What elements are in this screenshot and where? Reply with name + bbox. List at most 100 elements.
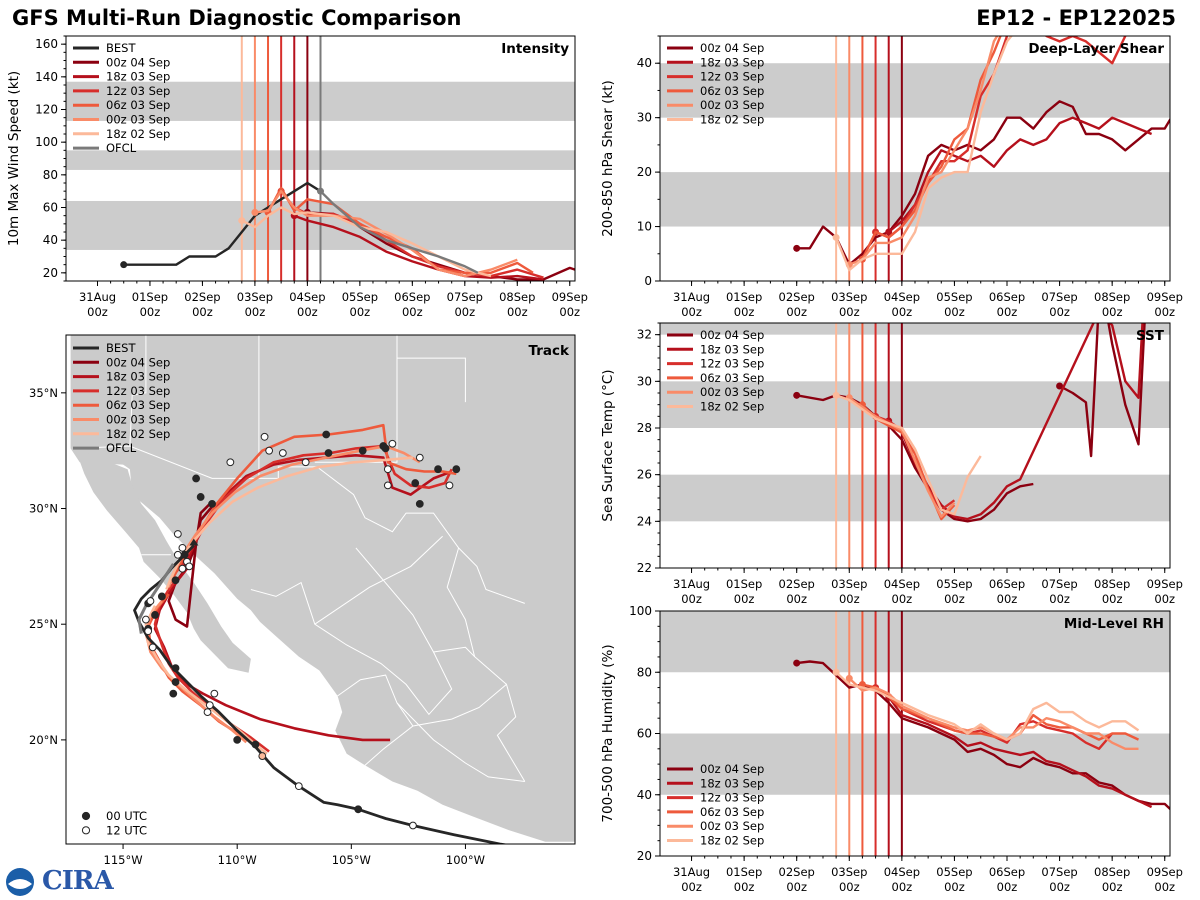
- threshold-band: [660, 172, 1170, 227]
- x-tick-label-date: 02Sep: [779, 290, 815, 304]
- series-start-marker: [317, 187, 324, 195]
- y-tick-label: 22: [637, 561, 652, 575]
- legend-label: 00z 03 Sep: [700, 819, 764, 833]
- legend-label: 18z 02 Sep: [700, 400, 764, 414]
- track-marker: [358, 446, 367, 455]
- track-marker: [185, 562, 194, 571]
- cira-logo: CIRA: [42, 866, 114, 896]
- y-tick-label: 20: [637, 165, 652, 179]
- legend-label: 06z 03 Sep: [700, 805, 764, 819]
- track-marker: [151, 611, 159, 619]
- x-tick-label-hour: 00z: [839, 592, 860, 606]
- y-tick-label: 30: [637, 111, 652, 125]
- x-tick-label-hour: 00z: [192, 305, 213, 319]
- x-tick-label-hour: 00z: [944, 305, 965, 319]
- y-tick-label: 28: [637, 421, 652, 435]
- x-tick-label-date: 04Sep: [289, 290, 325, 304]
- legend-label: 18z 02 Sep: [106, 127, 170, 141]
- legend-label: 00z 04 Sep: [700, 41, 764, 55]
- series-line: [266, 186, 534, 274]
- y-tick-label: 30: [637, 374, 652, 388]
- y-tick-label: 120: [35, 103, 58, 117]
- track-marker: [203, 708, 212, 717]
- y-tick-label: 60: [43, 201, 58, 215]
- x-tick-label-hour: 00z: [350, 305, 371, 319]
- track-marker: [196, 493, 205, 501]
- x-tick-label-hour: 00z: [1049, 880, 1070, 894]
- plot-area: [660, 323, 1170, 568]
- legend-label: 18z 03 Sep: [106, 370, 170, 384]
- series-line: [796, 100, 1170, 266]
- x-tick-label-hour: 00z: [1049, 305, 1070, 319]
- track-marker: [294, 782, 303, 791]
- track-marker: [205, 701, 214, 710]
- y-tick-label: 100: [35, 135, 58, 149]
- track-marker: [180, 550, 189, 559]
- x-tick-label-hour: 00z: [1154, 592, 1175, 606]
- political-border: [129, 335, 147, 447]
- series-start-marker: [832, 391, 840, 399]
- rh-panel: 2040608010031Aug00z01Sep00z02Sep00z03Sep…: [600, 604, 1183, 894]
- noaa-logo: [6, 868, 34, 896]
- track-marker: [171, 678, 180, 686]
- political-border: [250, 547, 453, 716]
- marker-legend-label: 12 UTC: [106, 823, 147, 837]
- y-axis-label: Sea Surface Temp (°C): [600, 369, 616, 521]
- track-marker: [260, 432, 269, 441]
- x-tick-label-hour: 00z: [681, 592, 702, 606]
- x-tick-label-date: 08Sep: [1094, 290, 1130, 304]
- x-tick-label-hour: 00z: [140, 305, 161, 319]
- y-tick-label: 80: [43, 168, 58, 182]
- legend-label: 00z 04 Sep: [700, 762, 764, 776]
- series-start-marker: [832, 233, 840, 241]
- x-tick-label-hour: 00z: [87, 305, 108, 319]
- land-mainland: [70, 335, 575, 842]
- x-tick-label: 100°W: [446, 853, 485, 867]
- x-tick-label-date: 08Sep: [1094, 865, 1130, 879]
- legend-label: 18z 03 Sep: [700, 342, 764, 356]
- track-marker: [388, 439, 397, 448]
- series-line: [848, 36, 999, 266]
- legend-label: 18z 02 Sep: [106, 427, 170, 441]
- x-tick-label-date: 02Sep: [184, 290, 220, 304]
- legend-label: 00z 03 Sep: [106, 413, 170, 427]
- track-marker: [173, 550, 182, 559]
- x-tick-label-hour: 00z: [892, 305, 913, 319]
- x-tick-label-hour: 00z: [1102, 592, 1123, 606]
- series-line: [862, 683, 1140, 741]
- track-marker: [169, 689, 178, 698]
- x-tick-label-date: 06Sep: [989, 865, 1025, 879]
- figure-title: GFS Multi-Run Diagnostic Comparison: [12, 6, 462, 30]
- legend-label: 18z 03 Sep: [700, 55, 764, 69]
- x-tick-label-date: 07Sep: [447, 290, 483, 304]
- y-axis-label: 10m Max Wind Speed (kt): [6, 71, 22, 246]
- x-tick-label-date: 31Aug: [673, 577, 710, 591]
- x-tick-label-date: 05Sep: [342, 290, 378, 304]
- track-marker: [434, 465, 442, 474]
- track-marker: [415, 453, 424, 462]
- track-marker: [445, 481, 454, 490]
- legend-label: 06z 03 Sep: [700, 371, 764, 385]
- track-marker: [379, 442, 388, 450]
- plot-area: [660, 611, 1170, 856]
- x-tick-label-date: 06Sep: [989, 290, 1025, 304]
- track-marker: [409, 821, 417, 830]
- x-tick-label: 105°W: [332, 853, 371, 867]
- legend-label: 12z 03 Sep: [106, 84, 170, 98]
- x-tick-label-hour: 00z: [892, 880, 913, 894]
- y-axis-label: 200-850 hPa Shear (kt): [600, 80, 616, 237]
- legend-label: 06z 03 Sep: [106, 98, 170, 112]
- x-tick-label-date: 04Sep: [884, 290, 920, 304]
- x-tick-label: 115°W: [104, 853, 143, 867]
- best-track: [133, 544, 510, 844]
- x-tick-label-date: 01Sep: [726, 577, 762, 591]
- y-tick-label: 24: [637, 514, 652, 528]
- political-border: [433, 646, 475, 657]
- track-marker: [415, 499, 424, 508]
- political-border: [314, 335, 398, 463]
- panel-title: Intensity: [501, 41, 569, 57]
- series-line: [319, 190, 479, 274]
- series-line: [835, 394, 982, 516]
- series-line: [293, 214, 544, 281]
- x-tick-label-date: 06Sep: [394, 290, 430, 304]
